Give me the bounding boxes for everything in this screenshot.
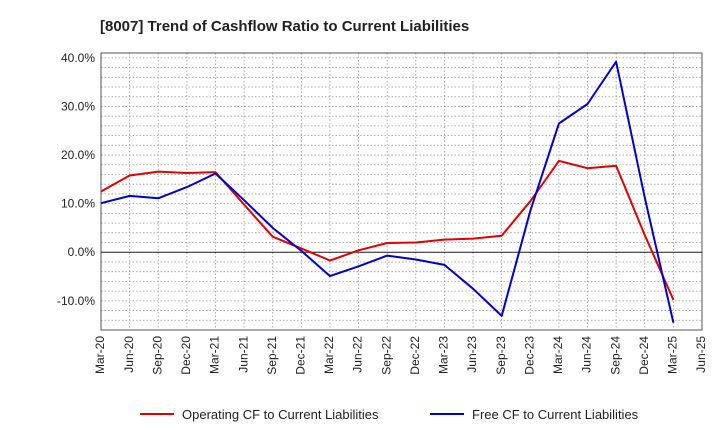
y-tick-label: 20.0% — [61, 148, 95, 162]
legend-label-2: Free CF to Current Liabilities — [472, 407, 639, 422]
x-tick-label: Mar-21 — [208, 336, 222, 374]
x-tick-label: Dec-24 — [637, 336, 651, 375]
series-line-2 — [100, 60, 675, 323]
chart-title: [8007] Trend of Cashflow Ratio to Curren… — [100, 18, 469, 35]
x-tick-label: Dec-21 — [294, 336, 308, 375]
x-tick-label: Jun-22 — [351, 336, 365, 373]
legend-label-1: Operating CF to Current Liabilities — [182, 407, 379, 422]
x-tick-label: Sep-23 — [494, 336, 508, 375]
x-tick-label: Sep-24 — [608, 336, 622, 375]
x-tick-label: Sep-22 — [379, 336, 393, 375]
x-axis-ticks: Mar-20 Jun-20 Sep-20 Dec-20 Mar-21 Jun-21 Sep-… — [93, 336, 708, 375]
y-tick-label: 10.0% — [61, 197, 95, 211]
legend: Operating CF to Current Liabilities Free … — [140, 407, 639, 422]
x-tick-label: Jun-23 — [465, 336, 479, 373]
x-tick-label: Jun-25 — [694, 336, 708, 373]
y-tick-label: 40.0% — [61, 51, 95, 65]
x-tick-label: Dec-23 — [522, 336, 536, 375]
x-tick-label: Mar-20 — [93, 336, 107, 374]
x-tick-label: Sep-21 — [265, 336, 279, 375]
x-tick-label: Jun-24 — [580, 336, 594, 373]
y-tick-label: 0.0% — [68, 245, 96, 259]
y-axis-ticks: 40.0% 30.0% 20.0% 10.0% 0.0% -10.0% — [57, 51, 95, 308]
series-line-1 — [100, 159, 675, 301]
y-tick-label: -10.0% — [57, 294, 95, 308]
x-tick-label: Mar-23 — [437, 336, 451, 374]
y-tick-label: 30.0% — [61, 99, 95, 113]
x-tick-label: Jun-21 — [236, 336, 250, 373]
x-tick-label: Dec-22 — [408, 336, 422, 375]
series-lines — [100, 60, 675, 323]
grid — [101, 53, 702, 331]
x-tick-label: Dec-20 — [179, 336, 193, 375]
x-tick-label: Mar-25 — [666, 336, 680, 374]
x-tick-label: Mar-24 — [551, 336, 565, 374]
plot-area — [100, 52, 703, 331]
x-tick-label: Mar-22 — [322, 336, 336, 374]
x-tick-label: Jun-20 — [122, 336, 136, 373]
x-tick-label: Sep-20 — [150, 336, 164, 375]
